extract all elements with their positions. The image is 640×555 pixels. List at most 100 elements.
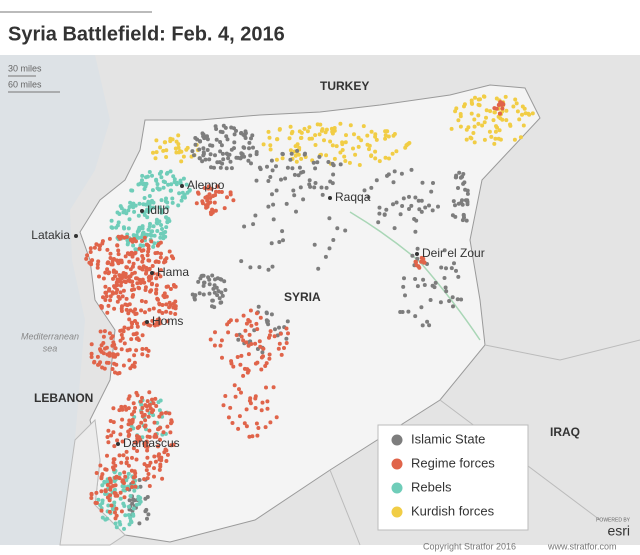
control-dot	[234, 333, 239, 338]
control-dot	[164, 284, 169, 289]
control-dot	[223, 394, 228, 398]
control-dot	[201, 283, 206, 288]
control-dot	[250, 133, 255, 138]
control-dot	[213, 208, 218, 213]
control-dot	[200, 273, 205, 278]
control-dot	[192, 297, 197, 302]
control-dot	[140, 347, 145, 351]
control-dot	[135, 257, 140, 262]
control-dot	[449, 126, 454, 131]
control-dot	[135, 321, 139, 326]
control-dot	[157, 171, 162, 176]
control-dot	[207, 157, 212, 162]
control-dot	[293, 144, 298, 149]
control-dot	[168, 169, 173, 174]
control-dot	[243, 129, 248, 134]
control-dot	[249, 161, 253, 166]
control-dot	[162, 293, 167, 298]
control-dot	[413, 259, 418, 264]
control-dot	[131, 293, 136, 297]
control-dot	[150, 397, 154, 402]
control-dot	[209, 165, 213, 170]
control-dot	[128, 267, 133, 272]
control-dot	[207, 282, 212, 287]
control-dot	[138, 484, 143, 489]
control-dot	[225, 137, 230, 142]
control-dot	[149, 239, 154, 244]
control-dot	[155, 317, 160, 322]
control-dot	[165, 424, 170, 429]
control-dot	[158, 464, 163, 469]
control-dot	[143, 285, 148, 290]
control-dot	[146, 414, 151, 419]
control-dot	[481, 94, 486, 99]
control-dot	[270, 168, 275, 173]
control-dot	[127, 217, 132, 222]
control-dot	[419, 209, 424, 214]
control-dot	[162, 234, 166, 239]
control-dot	[105, 435, 110, 439]
control-dot	[118, 496, 123, 501]
control-dot	[244, 407, 249, 412]
control-dot	[290, 166, 295, 171]
city-label: Idlib	[147, 203, 169, 217]
control-dot	[126, 471, 131, 476]
control-dot	[108, 485, 113, 490]
control-dot	[430, 208, 435, 213]
control-dot	[218, 300, 223, 305]
control-dot	[155, 272, 160, 277]
control-dot	[210, 273, 215, 278]
control-dot	[351, 146, 355, 151]
control-dot	[249, 136, 253, 141]
control-dot	[254, 421, 259, 426]
control-dot	[394, 200, 399, 205]
control-dot	[143, 403, 148, 408]
control-dot	[280, 151, 285, 156]
control-dot	[383, 129, 388, 134]
control-dot	[331, 172, 336, 177]
control-dot	[442, 276, 447, 280]
control-dot	[473, 95, 477, 100]
control-dot	[131, 480, 135, 485]
control-dot	[472, 124, 477, 129]
control-dot	[313, 166, 318, 171]
control-dot	[210, 207, 215, 212]
control-dot	[403, 145, 408, 150]
control-dot	[173, 146, 178, 151]
control-dot	[352, 132, 356, 137]
control-dot	[162, 260, 166, 265]
control-dot	[456, 201, 461, 206]
control-dot	[181, 176, 186, 181]
control-dot	[504, 108, 509, 113]
control-dot	[140, 406, 145, 410]
control-dot	[156, 260, 161, 264]
control-dot	[115, 277, 120, 282]
control-dot	[146, 472, 151, 476]
control-dot	[103, 298, 108, 302]
control-dot	[419, 198, 424, 203]
control-dot	[95, 262, 100, 267]
control-dot	[109, 336, 114, 341]
control-dot	[151, 200, 156, 205]
sea-label: sea	[43, 343, 58, 353]
control-dot	[342, 154, 347, 159]
control-dot	[369, 185, 374, 190]
control-dot	[169, 418, 174, 423]
control-dot	[348, 123, 353, 128]
control-dot	[274, 157, 279, 162]
control-dot	[291, 188, 296, 193]
control-dot	[248, 265, 253, 270]
control-dot	[241, 313, 246, 318]
control-dot	[257, 165, 262, 170]
control-dot	[398, 212, 403, 217]
control-dot	[124, 235, 129, 239]
legend-swatch	[391, 506, 403, 518]
control-dot	[154, 283, 159, 288]
control-dot	[432, 285, 437, 290]
control-dot	[152, 466, 156, 471]
control-dot	[95, 265, 100, 270]
control-dot	[401, 196, 406, 201]
control-dot	[133, 484, 138, 489]
control-dot	[520, 104, 525, 109]
control-dot	[155, 182, 160, 187]
